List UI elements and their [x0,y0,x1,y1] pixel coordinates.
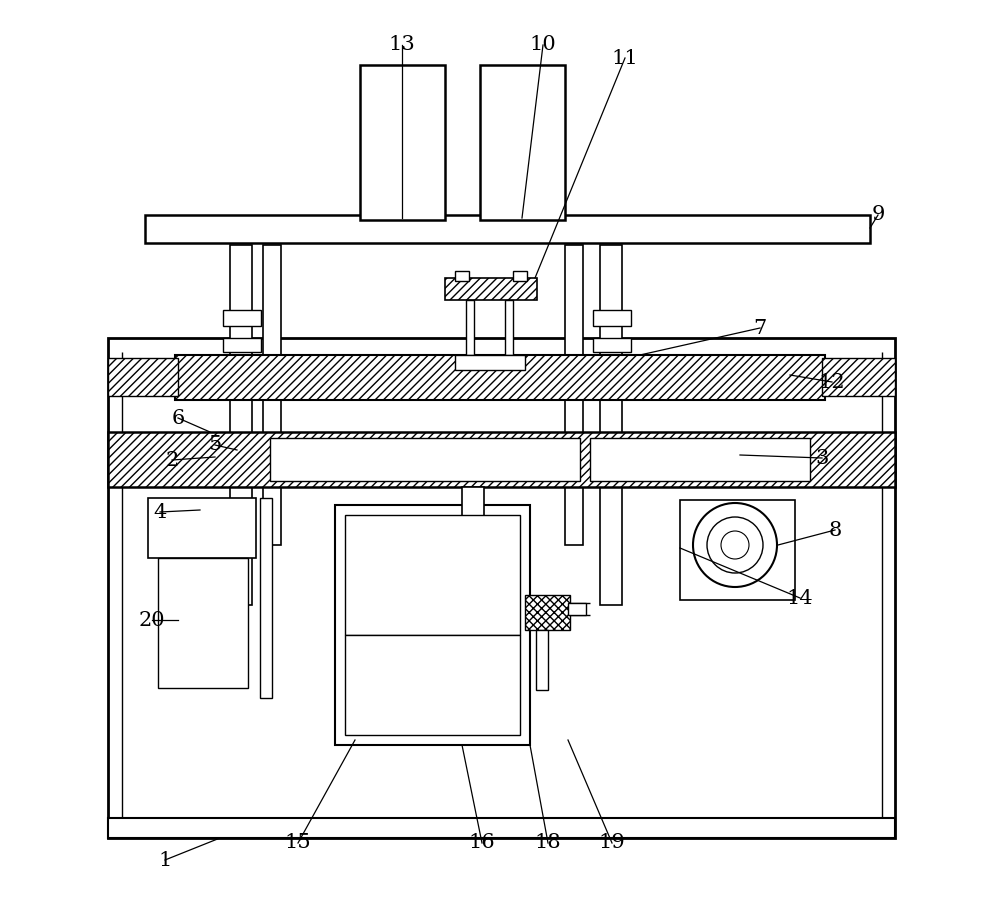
Text: 14: 14 [787,589,813,607]
Text: 1: 1 [158,850,172,869]
Bar [270,438,580,481]
Bar [148,498,256,558]
Text: 11: 11 [612,49,638,67]
Bar [455,355,525,370]
Bar [525,595,570,630]
Text: 15: 15 [285,833,311,853]
Bar [270,438,580,481]
Bar [345,515,520,635]
Bar [480,65,565,220]
Bar [260,498,272,698]
Bar [158,558,248,688]
Text: 6: 6 [171,409,185,427]
Circle shape [707,517,763,573]
Text: 8: 8 [828,521,842,540]
Circle shape [693,503,777,587]
Bar [360,65,445,220]
Bar [223,338,261,352]
Bar [600,245,622,605]
Bar [223,310,261,326]
Text: 5: 5 [208,436,222,454]
Text: 10: 10 [530,35,556,54]
Circle shape [721,531,749,559]
Bar [466,300,474,355]
Bar [822,358,895,396]
Text: 12: 12 [819,373,845,391]
Bar [568,603,586,615]
Bar [230,245,252,605]
Bar [593,310,631,326]
Bar [536,630,548,690]
Bar [263,245,281,545]
Text: 7: 7 [753,318,767,338]
Text: 20: 20 [139,610,165,629]
Text: 16: 16 [469,833,495,853]
Bar [462,487,484,537]
Bar [335,505,530,745]
Text: 19: 19 [599,833,625,853]
Text: 2: 2 [165,450,179,470]
Bar [565,245,583,545]
Bar [680,500,795,600]
Bar [108,338,895,838]
Bar [445,278,537,300]
Text: 4: 4 [153,502,167,521]
Text: 13: 13 [389,35,415,54]
Bar [505,300,513,355]
Bar [108,358,178,396]
Bar [593,338,631,352]
Bar [345,635,520,735]
Text: 3: 3 [815,449,829,468]
Bar [108,432,895,487]
Bar [175,355,825,400]
Bar [513,271,527,281]
Bar [108,818,895,838]
Text: 18: 18 [535,833,561,853]
Bar [455,271,469,281]
Bar [145,215,870,243]
Bar [590,438,810,481]
Bar [590,438,810,481]
Text: 9: 9 [871,206,885,224]
